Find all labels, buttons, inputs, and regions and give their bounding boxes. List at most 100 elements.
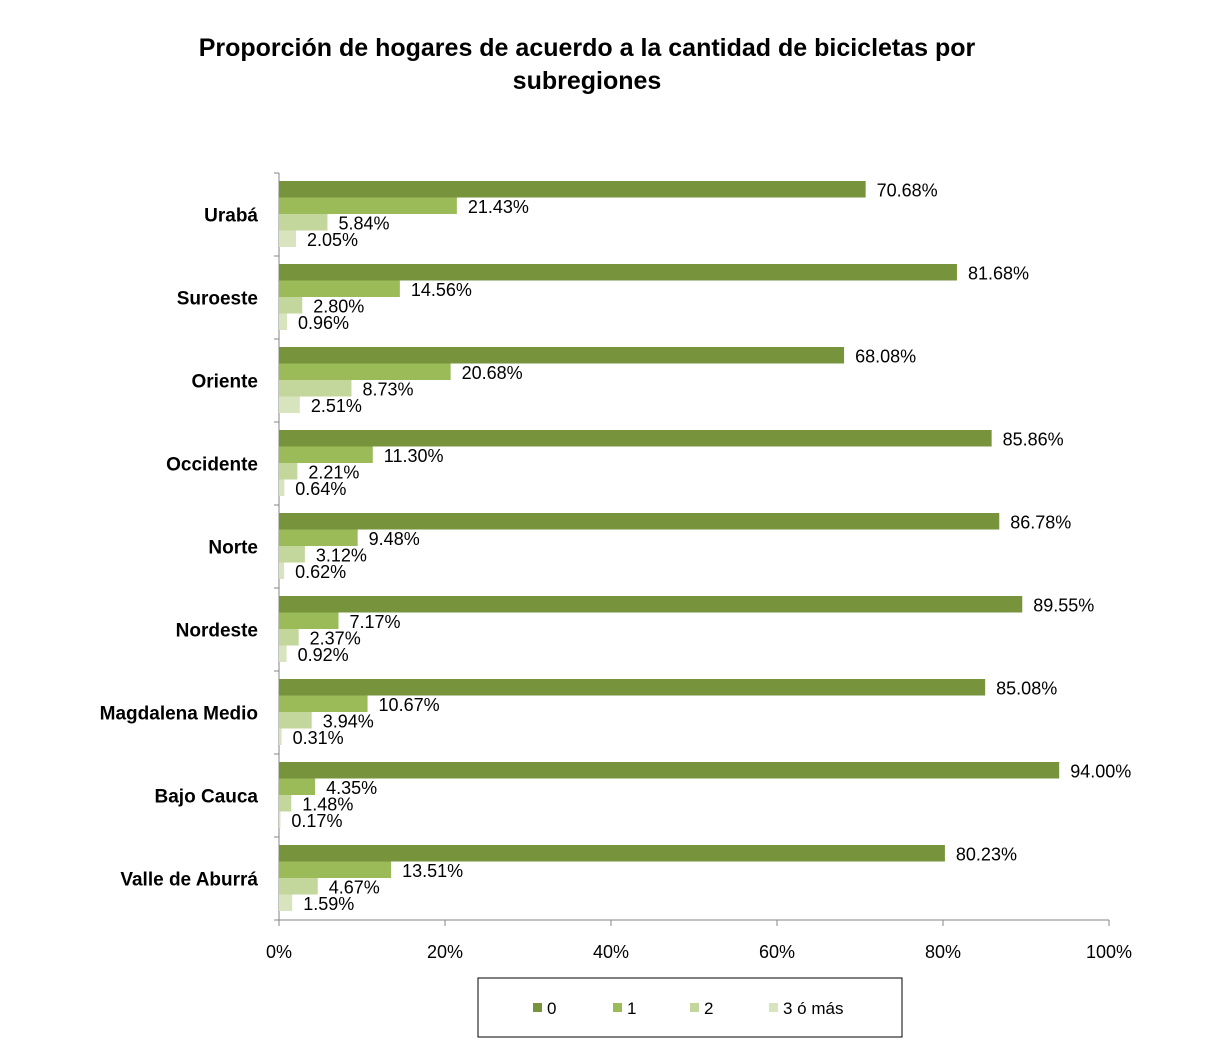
bar-series-2 [279, 878, 318, 895]
data-label: 0.17% [291, 811, 342, 831]
bar-series-3 [279, 396, 300, 413]
bar-series-3 [279, 562, 285, 579]
data-label: 0.64% [295, 479, 346, 499]
category-label: Norte [208, 538, 258, 559]
data-label: 9.48% [369, 529, 420, 549]
data-label: 85.86% [1003, 429, 1064, 449]
data-label: 80.23% [956, 844, 1017, 864]
category-label: Valle de Aburrá [120, 870, 258, 891]
category-label: Occidente [166, 455, 258, 476]
data-label: 21.43% [468, 197, 529, 217]
bar-series-2 [279, 380, 352, 397]
bar-series-1 [279, 612, 339, 629]
chart-title-line-2: subregiones [513, 67, 662, 95]
bar-series-0 [279, 679, 986, 696]
data-label: 86.78% [1010, 512, 1071, 532]
bar-series-2 [279, 712, 312, 729]
legend-label: 0 [547, 999, 556, 1018]
data-label: 7.17% [350, 612, 401, 632]
x-tick-label: 80% [925, 942, 961, 962]
bar-series-0 [279, 513, 1000, 530]
chart-title-line-1: Proporción de hogares de acuerdo a la ca… [199, 34, 976, 62]
data-label: 1.59% [303, 894, 354, 914]
legend-swatch [533, 1003, 542, 1012]
data-label: 11.30% [384, 446, 444, 466]
data-label: 70.68% [877, 180, 938, 200]
data-label: 2.37% [310, 628, 361, 648]
data-label: 89.55% [1033, 595, 1094, 615]
data-label: 4.35% [326, 778, 377, 798]
bar-series-2 [279, 795, 292, 812]
data-label: 20.68% [462, 363, 523, 383]
data-label: 10.67% [379, 695, 440, 715]
legend-swatch [690, 1003, 699, 1012]
data-label: 68.08% [855, 346, 916, 366]
bar-series-1 [279, 861, 392, 878]
bar-series-2 [279, 297, 303, 314]
data-label: 0.96% [298, 313, 349, 333]
data-label: 2.05% [307, 230, 358, 250]
bar-series-1 [279, 695, 368, 712]
bar-series-1 [279, 778, 316, 795]
data-label: 8.73% [362, 379, 413, 399]
legend: 0 1 2 3 ó más [477, 977, 903, 1038]
data-label: 2.51% [311, 396, 362, 416]
bar-series-3 [279, 230, 297, 247]
category-label: Urabá [204, 206, 258, 227]
bar-series-2 [279, 214, 328, 231]
category-label: Nordeste [176, 621, 258, 642]
data-label: 81.68% [968, 263, 1029, 283]
data-label: 1.48% [302, 794, 353, 814]
bar-series-3 [279, 894, 293, 911]
bar-series-1 [279, 529, 358, 546]
x-tick-label: 60% [759, 942, 795, 962]
category-label: Suroeste [177, 289, 258, 310]
data-label: 4.67% [329, 877, 380, 897]
x-tick-label: 0% [266, 942, 292, 962]
bar-series-1 [279, 280, 400, 297]
category-label: Oriente [191, 372, 258, 393]
x-tick-label: 100% [1086, 942, 1132, 962]
legend-label: 3 ó más [783, 999, 843, 1018]
bar-series-2 [279, 629, 299, 646]
legend-label: 1 [627, 999, 636, 1018]
data-label: 13.51% [402, 861, 463, 881]
data-label: 85.08% [996, 678, 1057, 698]
category-label: Magdalena Medio [100, 704, 258, 725]
plot-area: 0% 20% 40% 60% 80% 100% Urabá Suroeste Oriente Oc… [100, 172, 1132, 962]
bar-series-0 [279, 347, 845, 364]
x-tick-label: 20% [427, 942, 463, 962]
bar-series-3 [279, 811, 281, 828]
bar-series-0 [279, 762, 1060, 779]
data-label: 2.21% [308, 462, 359, 482]
data-label: 0.92% [298, 645, 349, 665]
data-label: 0.31% [293, 728, 344, 748]
data-label: 2.80% [313, 296, 364, 316]
bar-series-1 [279, 363, 451, 380]
bar-series-3 [279, 479, 285, 496]
legend-label: 2 [704, 999, 713, 1018]
bar-series-1 [279, 446, 373, 463]
bar-series-0 [279, 845, 945, 862]
data-label: 5.84% [338, 213, 389, 233]
bar-series-3 [279, 645, 287, 662]
data-label: 94.00% [1070, 761, 1131, 781]
bar-series-2 [279, 463, 298, 480]
data-label: 14.56% [411, 280, 472, 300]
x-tick-label: 40% [593, 942, 629, 962]
category-label: Bajo Cauca [155, 787, 259, 808]
bar-series-0 [279, 264, 957, 281]
bar-series-0 [279, 596, 1023, 613]
bar-series-0 [279, 430, 992, 447]
data-label: 0.62% [295, 562, 346, 582]
legend-swatch [613, 1003, 622, 1012]
legend-swatch [769, 1003, 778, 1012]
data-label: 3.12% [316, 545, 367, 565]
bar-series-3 [279, 313, 287, 330]
bar-series-2 [279, 546, 305, 563]
bar-series-0 [279, 181, 866, 198]
bar-series-3 [279, 728, 282, 745]
bar-series-1 [279, 197, 457, 214]
data-label: 3.94% [323, 711, 374, 731]
